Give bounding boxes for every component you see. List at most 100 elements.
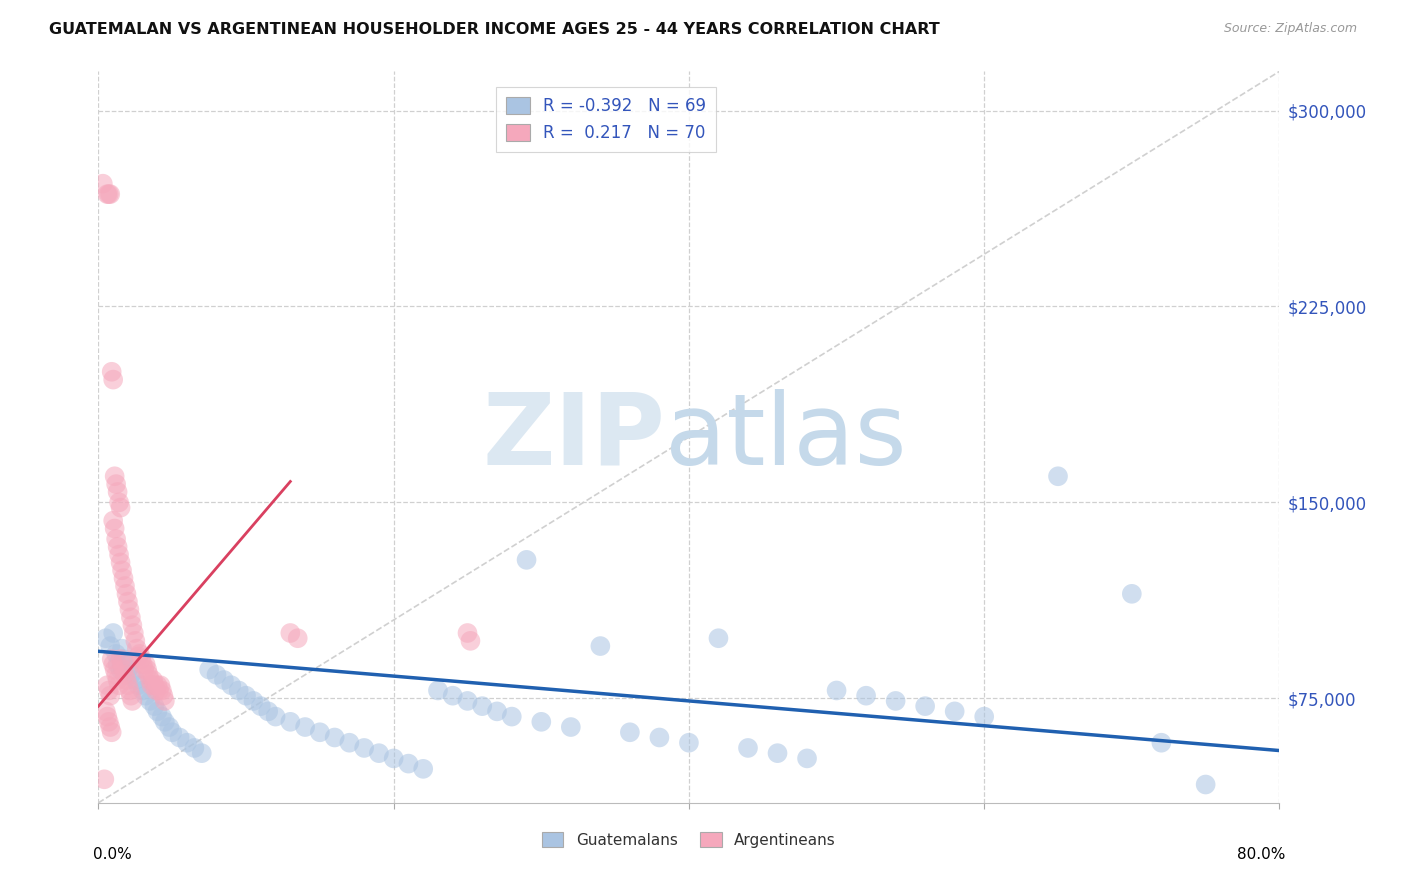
- Point: [115, 587, 138, 601]
- Point: [143, 678, 166, 692]
- Point: [398, 756, 420, 771]
- Point: [94, 632, 117, 646]
- Point: [150, 683, 173, 698]
- Point: [117, 663, 139, 677]
- Point: [516, 553, 538, 567]
- Point: [1150, 736, 1173, 750]
- Point: [242, 694, 264, 708]
- Point: [157, 720, 180, 734]
- Point: [183, 740, 205, 755]
- Point: [97, 683, 120, 698]
- Point: [198, 663, 221, 677]
- Point: [294, 720, 316, 734]
- Point: [412, 762, 434, 776]
- Point: [111, 563, 134, 577]
- Point: [560, 720, 582, 734]
- Point: [427, 683, 450, 698]
- Point: [122, 626, 145, 640]
- Point: [132, 683, 155, 698]
- Point: [205, 667, 228, 681]
- Point: [1046, 469, 1070, 483]
- Point: [115, 673, 138, 687]
- Point: [105, 667, 128, 681]
- Point: [100, 365, 122, 379]
- Point: [471, 699, 494, 714]
- Point: [146, 705, 169, 719]
- Point: [108, 548, 131, 562]
- Point: [120, 667, 142, 681]
- Point: [105, 647, 128, 661]
- Text: Source: ZipAtlas.com: Source: ZipAtlas.com: [1223, 22, 1357, 36]
- Point: [139, 673, 162, 687]
- Point: [162, 725, 183, 739]
- Point: [139, 694, 162, 708]
- Point: [104, 663, 127, 677]
- Point: [108, 495, 131, 509]
- Point: [766, 746, 789, 760]
- Point: [143, 699, 166, 714]
- Point: [110, 500, 132, 515]
- Point: [191, 746, 214, 760]
- Point: [97, 714, 120, 729]
- Point: [142, 673, 165, 687]
- Point: [309, 725, 332, 739]
- Point: [796, 751, 818, 765]
- Point: [103, 657, 125, 672]
- Point: [339, 736, 361, 750]
- Point: [105, 477, 128, 491]
- Point: [124, 673, 146, 687]
- Point: [619, 725, 641, 739]
- Point: [589, 639, 612, 653]
- Text: GUATEMALAN VS ARGENTINEAN HOUSEHOLDER INCOME AGES 25 - 44 YEARS CORRELATION CHAR: GUATEMALAN VS ARGENTINEAN HOUSEHOLDER IN…: [49, 22, 941, 37]
- Point: [153, 714, 176, 729]
- Point: [235, 689, 257, 703]
- Point: [98, 639, 121, 653]
- Point: [148, 683, 170, 698]
- Point: [120, 689, 142, 703]
- Point: [121, 618, 143, 632]
- Point: [93, 772, 115, 787]
- Point: [1195, 778, 1218, 792]
- Point: [280, 626, 302, 640]
- Point: [96, 709, 118, 723]
- Point: [103, 514, 125, 528]
- Point: [501, 709, 523, 723]
- Point: [100, 652, 122, 666]
- Point: [353, 740, 375, 755]
- Point: [118, 602, 141, 616]
- Point: [103, 626, 125, 640]
- Point: [457, 626, 479, 640]
- Point: [108, 678, 131, 692]
- Point: [104, 521, 127, 535]
- Point: [280, 714, 302, 729]
- Point: [104, 469, 127, 483]
- Point: [146, 678, 169, 692]
- Point: [368, 746, 391, 760]
- Point: [107, 485, 129, 500]
- Point: [94, 705, 117, 719]
- Point: [150, 709, 173, 723]
- Point: [129, 652, 152, 666]
- Point: [141, 678, 163, 692]
- Text: atlas: atlas: [665, 389, 907, 485]
- Point: [96, 678, 118, 692]
- Point: [117, 678, 139, 692]
- Point: [120, 610, 142, 624]
- Point: [132, 657, 155, 672]
- Point: [110, 652, 132, 666]
- Point: [128, 647, 150, 661]
- Point: [486, 705, 509, 719]
- Point: [1121, 587, 1143, 601]
- Point: [149, 678, 172, 692]
- Point: [100, 725, 122, 739]
- Point: [176, 736, 198, 750]
- Point: [943, 705, 966, 719]
- Point: [98, 187, 121, 202]
- Point: [118, 683, 141, 698]
- Point: [855, 689, 877, 703]
- Point: [98, 689, 121, 703]
- Point: [914, 699, 936, 714]
- Point: [114, 657, 136, 672]
- Point: [460, 633, 482, 648]
- Text: ZIP: ZIP: [482, 389, 665, 485]
